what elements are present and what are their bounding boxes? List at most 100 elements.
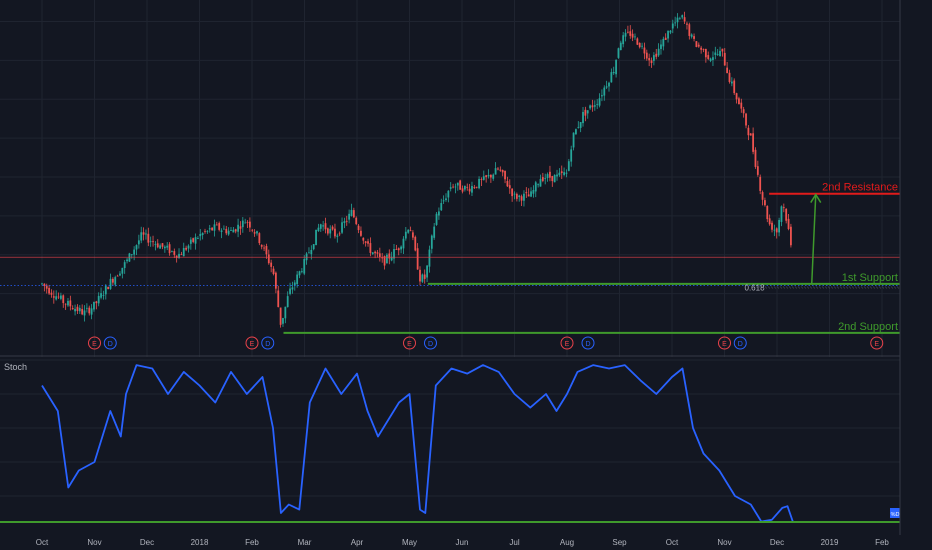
time-tick-label: Mar: [298, 538, 312, 547]
candle-body: [430, 235, 433, 249]
stoch-title: Stoch: [4, 362, 27, 372]
candle-body: [532, 189, 535, 194]
candle-body: [702, 49, 705, 51]
candle-body: [81, 308, 84, 315]
candle-body: [386, 254, 388, 264]
candle-body: [409, 230, 412, 232]
candle-body: [360, 230, 362, 236]
fib-hatch: [809, 286, 813, 289]
earnings-marker[interactable]: [403, 336, 416, 350]
stoch-d-badge-text: %D: [891, 512, 900, 518]
candle-body: [208, 228, 211, 230]
candle-body: [518, 195, 521, 198]
stoch-pane[interactable]: 20.000040.000060.000080.0000100.0000 1.9…: [0, 357, 932, 535]
candle-body: [700, 47, 703, 50]
candle-body: [163, 246, 166, 249]
candle-body: [355, 217, 358, 225]
earnings-marker[interactable]: [718, 336, 731, 350]
dividend-marker[interactable]: [733, 336, 747, 350]
candle-body: [570, 149, 573, 162]
candle-body: [241, 220, 244, 228]
candle-body: [466, 186, 469, 188]
fib-hatch: [812, 286, 816, 289]
candle-body: [690, 34, 693, 37]
candle-body: [617, 48, 620, 58]
candle-body: [282, 318, 284, 324]
candle-body: [740, 102, 743, 109]
candle-body: [738, 98, 740, 105]
candle-body: [591, 105, 594, 108]
candle-body: [759, 176, 762, 191]
candle-body: [135, 245, 138, 250]
dividend-marker[interactable]: [261, 336, 275, 350]
candle-body: [480, 179, 483, 180]
candle-body: [527, 194, 530, 197]
candle-body: [362, 237, 365, 241]
event-marker-text: E: [250, 341, 255, 348]
candle-body: [88, 307, 91, 314]
candle-body: [487, 174, 490, 177]
candle-body: [50, 292, 53, 295]
fib-hatch: [830, 286, 834, 289]
candle-body: [475, 186, 478, 188]
candle-body: [223, 228, 225, 230]
candle-body: [761, 192, 764, 200]
candle-body: [419, 269, 421, 282]
candle-body: [296, 274, 299, 285]
candle-body: [213, 224, 216, 231]
candle-body: [601, 95, 603, 97]
candle-body: [449, 187, 452, 189]
candle-body: [329, 228, 332, 234]
candle-body: [520, 196, 523, 201]
candle-body: [95, 301, 98, 304]
earnings-marker[interactable]: [88, 336, 101, 350]
candle-body: [634, 36, 636, 38]
candle-body: [513, 193, 516, 195]
candle-body: [57, 296, 60, 298]
candle-body: [352, 210, 355, 218]
event-marker-text: E: [407, 341, 412, 348]
candle-body: [78, 307, 81, 312]
candle-body: [310, 249, 313, 255]
candle-body: [707, 55, 710, 59]
candle-body: [716, 54, 719, 55]
dividend-marker[interactable]: [103, 336, 117, 350]
candle-body: [442, 200, 445, 202]
candle-body: [286, 296, 289, 308]
candle-body: [534, 182, 537, 192]
fib-hatch: [860, 286, 864, 289]
candle-body: [438, 211, 440, 216]
candle-body: [284, 306, 287, 319]
candle-body: [142, 232, 145, 235]
candle-body: [388, 253, 391, 259]
dividend-marker[interactable]: [581, 336, 595, 350]
event-marker-text: D: [265, 341, 270, 348]
candle-body: [733, 80, 736, 94]
candle-body: [189, 239, 192, 244]
candle-body: [771, 222, 773, 230]
candle-body: [414, 236, 417, 251]
target-arrow: [811, 194, 817, 284]
candle-body: [664, 37, 667, 40]
earnings-marker[interactable]: [560, 336, 574, 350]
candle-body: [525, 192, 528, 194]
candle-body: [428, 249, 431, 267]
price-candles: [41, 11, 792, 328]
time-tick-label: May: [402, 538, 417, 547]
dividend-marker[interactable]: [424, 336, 437, 350]
candle-body: [145, 233, 147, 235]
candle-body: [350, 209, 353, 216]
earnings-marker[interactable]: [870, 336, 884, 350]
earnings-marker[interactable]: [245, 336, 259, 350]
candle-body: [515, 193, 518, 199]
candle-body: [41, 283, 43, 285]
candle-body: [421, 274, 424, 282]
candle-body: [577, 126, 580, 128]
candle-body: [315, 229, 317, 246]
time-tick-label: Feb: [875, 538, 889, 547]
candle-body: [643, 47, 646, 54]
candle-body: [523, 193, 525, 201]
candle-body: [567, 161, 570, 171]
candle-body: [130, 254, 133, 256]
